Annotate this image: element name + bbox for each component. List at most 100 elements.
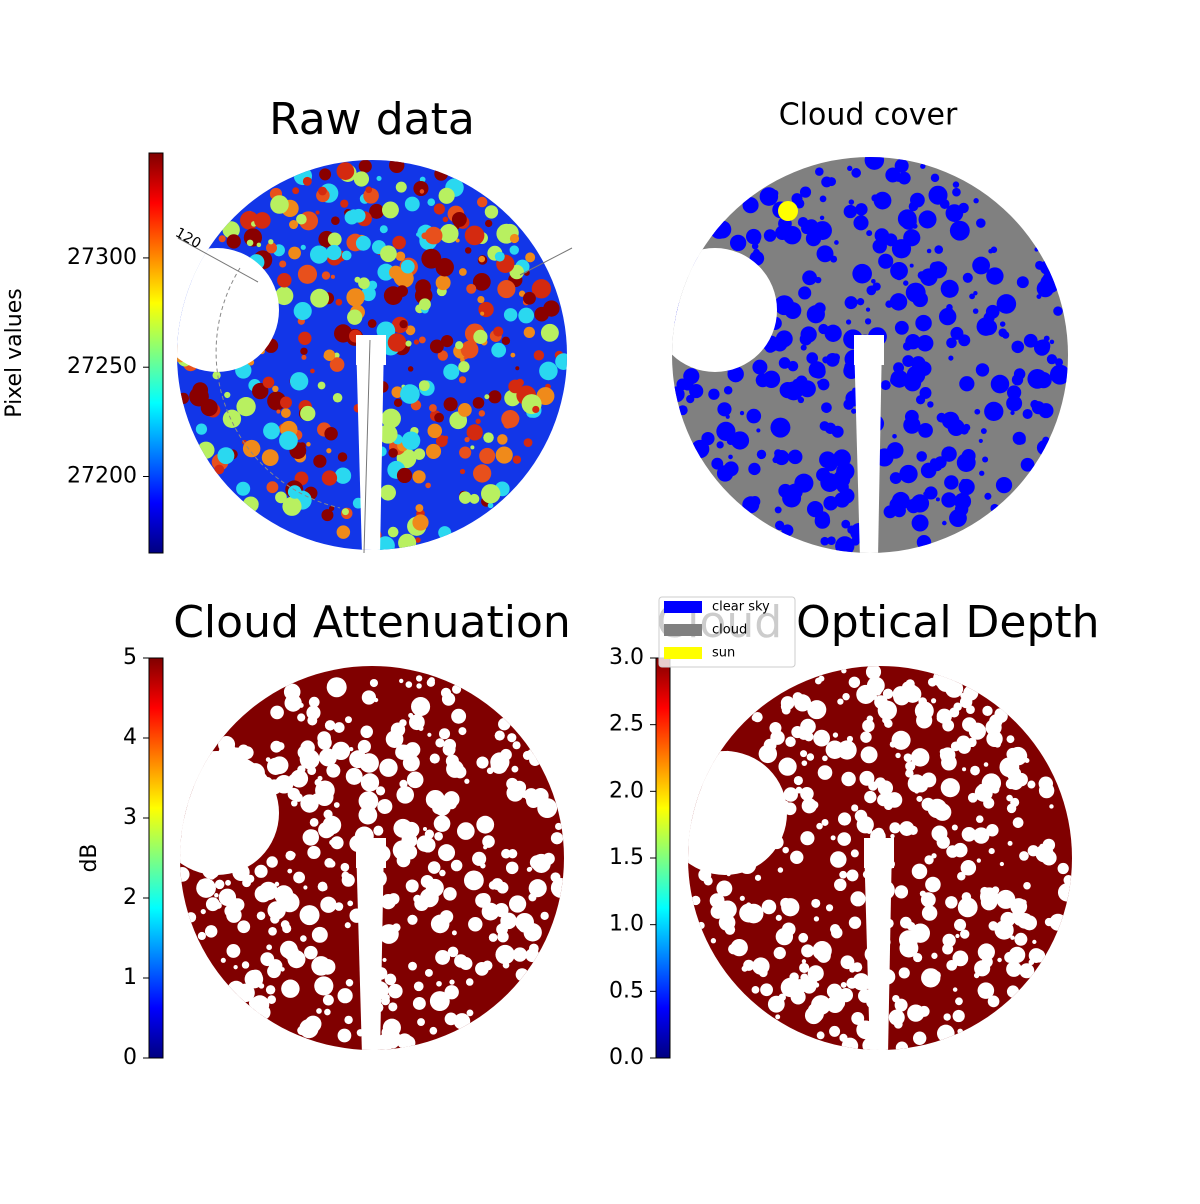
image-blob (445, 754, 459, 768)
image-blob (334, 324, 353, 343)
image-mask (854, 340, 882, 553)
image-blob (481, 484, 501, 504)
image-blob (270, 705, 284, 720)
image-blob (460, 340, 479, 359)
image-blob (287, 868, 293, 874)
image-blob (852, 962, 863, 973)
image-blob (834, 240, 839, 245)
image-blob (402, 832, 412, 843)
image-blob (256, 242, 262, 248)
image-blob (345, 767, 363, 785)
image-blob (960, 425, 969, 435)
image-blob (979, 470, 985, 476)
image-blob (909, 263, 914, 268)
image-blob (427, 423, 442, 439)
image-blob (948, 355, 954, 361)
image-blob (177, 392, 189, 404)
image-blob (195, 423, 208, 435)
image-blob (523, 438, 533, 448)
image-blob (778, 757, 797, 776)
image-blob (811, 898, 821, 908)
image-blob (283, 683, 301, 701)
image-blob (708, 388, 720, 400)
image-blob (927, 401, 934, 408)
image-blob (929, 261, 942, 274)
image-blob (296, 213, 307, 225)
image-blob (782, 225, 802, 245)
image-blob (280, 967, 285, 972)
image-blob (528, 943, 539, 954)
image-blob (458, 376, 467, 384)
image-blob (385, 927, 399, 941)
image-blob (898, 377, 906, 385)
image-blob (959, 376, 975, 392)
image-blob (1042, 436, 1050, 444)
image-blob (451, 212, 467, 227)
image-blob (381, 201, 399, 219)
image-blob (958, 334, 971, 347)
image-blob (491, 342, 507, 358)
image-blob (484, 394, 490, 400)
image-blob (872, 239, 887, 254)
image-blob (379, 225, 388, 234)
image-blob (400, 384, 420, 404)
image-blob (926, 248, 932, 254)
image-blob (468, 917, 483, 932)
image-blob (200, 908, 206, 915)
image-blob (871, 278, 876, 284)
image-blob (425, 482, 431, 489)
image-blob (973, 290, 978, 296)
image-blob (877, 700, 897, 720)
image-blob (317, 381, 326, 390)
image-blob (981, 319, 998, 335)
image-blob (996, 889, 1016, 909)
image-blob (894, 158, 909, 173)
image-blob (331, 216, 340, 225)
image-blob (961, 827, 977, 842)
image-blob (357, 739, 371, 754)
image-blob (816, 948, 831, 963)
image-blob (977, 943, 995, 961)
image-blob (819, 215, 825, 221)
image-blob (987, 995, 1000, 1008)
colorbar (148, 152, 164, 554)
image-blob (317, 881, 328, 892)
image-blob (918, 210, 937, 229)
image-blob (224, 391, 231, 399)
image-blob (412, 997, 426, 1010)
image-blob (481, 902, 500, 921)
image-blob (367, 319, 377, 328)
image-blob (464, 778, 470, 784)
image-blob (494, 251, 505, 262)
image-blob (815, 167, 824, 176)
image-blob (905, 761, 916, 772)
image-blob (806, 753, 815, 761)
image-blob (1011, 340, 1025, 354)
image-blob (434, 167, 449, 181)
image-blob (801, 959, 807, 964)
image-blob (1042, 838, 1056, 852)
image-blob (508, 895, 527, 913)
image-blob (434, 412, 444, 423)
image-blob (358, 805, 378, 825)
image-blob (973, 827, 990, 844)
image-blob (851, 168, 862, 178)
image-blob (382, 957, 387, 962)
image-blob (1049, 364, 1068, 385)
image-blob (951, 824, 958, 831)
image-blob (851, 408, 857, 414)
image-blob (739, 410, 745, 416)
image-blob (450, 859, 463, 872)
image-blob (745, 228, 762, 245)
image-blob (853, 215, 869, 231)
image-blob (906, 365, 926, 385)
image-blob (455, 238, 460, 243)
image-blob (897, 171, 911, 185)
image-blob (507, 733, 517, 743)
image-mask (864, 843, 892, 1050)
image-blob (892, 503, 906, 518)
image-blob (837, 812, 852, 826)
image-blob (1035, 260, 1045, 270)
image-blob (916, 534, 932, 550)
image-blob (782, 846, 789, 854)
